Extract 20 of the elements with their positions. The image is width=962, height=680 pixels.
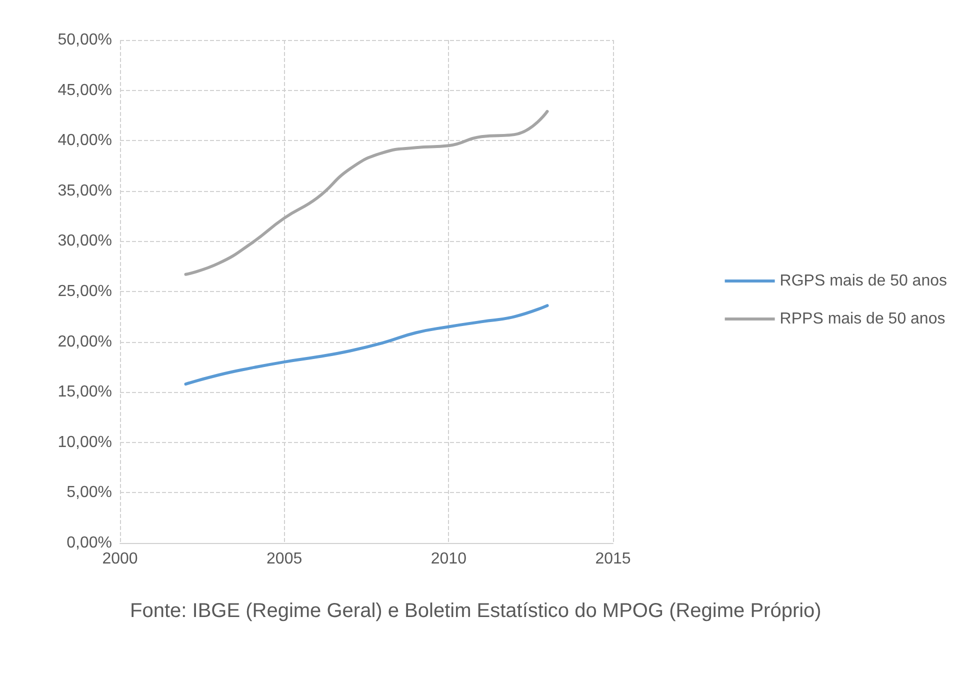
legend-label: RPPS mais de 50 anos	[780, 310, 946, 328]
y-tick-label: 15,00%	[58, 384, 112, 401]
y-tick-label: 20,00%	[58, 333, 112, 350]
y-tick-label: 45,00%	[58, 82, 112, 99]
y-tick-label: 50,00%	[58, 32, 112, 48]
x-tick-label: 2015	[595, 550, 631, 568]
y-tick-label: 30,00%	[58, 232, 112, 250]
x-tick-label: 2005	[266, 550, 302, 568]
legend-label: RGPS mais de 50 anos	[780, 272, 948, 290]
y-tick-label: 0,00%	[66, 534, 112, 552]
x-tick-label: 2000	[102, 550, 138, 568]
y-tick-label: 40,00%	[58, 132, 112, 150]
y-tick-label: 35,00%	[58, 182, 112, 200]
source-note: Fonte: IBGE (Regime Geral) e Boletim Estatístico do MPOG (Regime Próprio)	[130, 599, 822, 624]
x-tick-label: 2010	[430, 550, 467, 568]
y-tick-label: 25,00%	[58, 283, 112, 300]
y-tick-label: 5,00%	[66, 484, 112, 502]
line-series	[184, 304, 549, 386]
line-series	[184, 110, 549, 276]
y-tick-label: 10,00%	[58, 434, 112, 451]
